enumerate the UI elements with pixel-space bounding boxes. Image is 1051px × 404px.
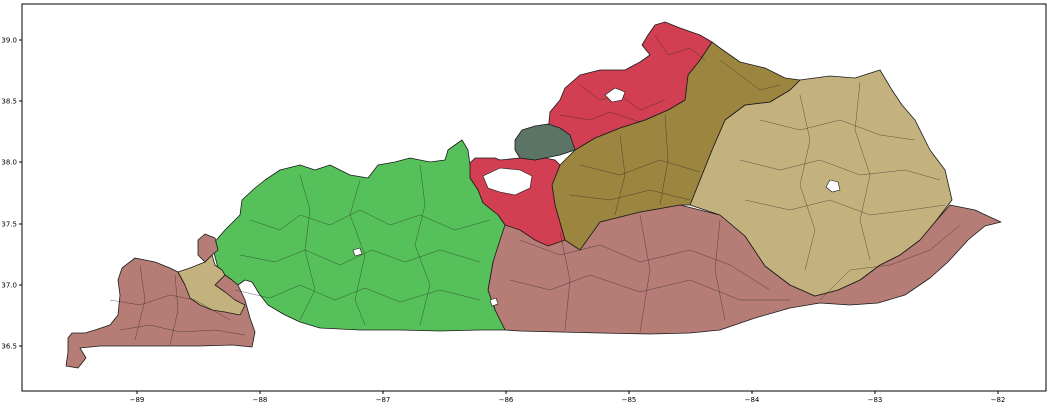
x-tick-label: −85 bbox=[622, 396, 637, 404]
louisville-region bbox=[514, 123, 576, 161]
regions-layer bbox=[65, 21, 1002, 369]
y-tick-label: 38.0 bbox=[1, 159, 17, 167]
district-lines bbox=[109, 34, 961, 346]
x-tick-label: −86 bbox=[499, 396, 514, 404]
x-tick-label: −83 bbox=[868, 396, 883, 404]
x-tick-label: −82 bbox=[991, 396, 1006, 404]
x-tick-label: −87 bbox=[376, 396, 391, 404]
x-tick-label: −88 bbox=[253, 396, 268, 404]
plot-frame bbox=[21, 3, 1047, 392]
y-tick-label: 37.5 bbox=[1, 221, 17, 229]
x-tick-label: −84 bbox=[745, 396, 760, 404]
paducah-notch bbox=[197, 233, 219, 263]
y-tick-label: 36.5 bbox=[1, 343, 17, 351]
y-tick-label: 37.0 bbox=[1, 282, 17, 290]
western-region bbox=[211, 139, 506, 332]
map-holes bbox=[352, 87, 841, 307]
x-axis: −89 −88 −87 −86 −85 −84 −83 −82 bbox=[130, 391, 1006, 404]
y-tick-label: 38.5 bbox=[1, 98, 17, 106]
y-tick-label: 39.0 bbox=[1, 37, 17, 45]
y-axis: 39.0 38.5 38.0 37.5 37.0 36.5 bbox=[1, 37, 22, 351]
x-tick-label: −89 bbox=[130, 396, 145, 404]
